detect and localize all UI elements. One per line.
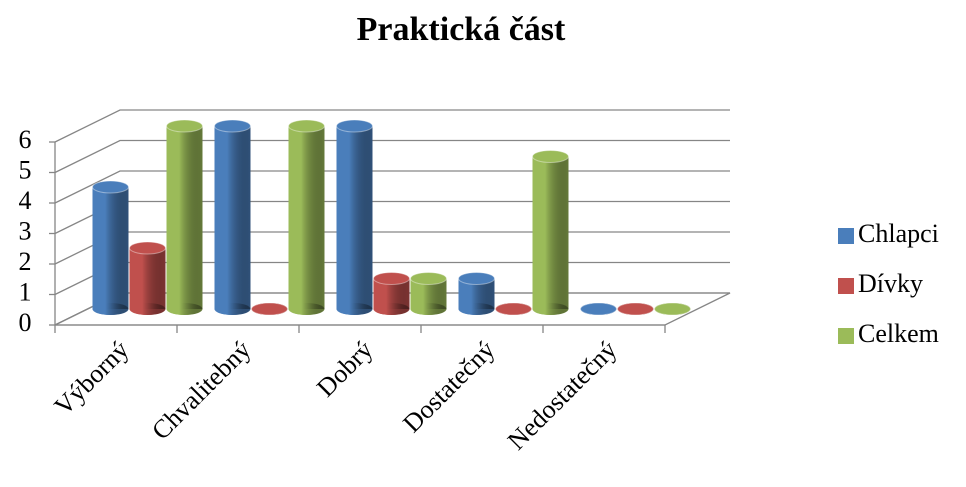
bar (617, 302, 654, 316)
x-tick-label: Výborný (49, 335, 135, 421)
bar (654, 302, 691, 316)
bar-bottom-edge (166, 303, 203, 315)
bar-bottom-edge (458, 303, 495, 315)
bar-top (129, 241, 166, 255)
bar (336, 119, 373, 315)
bar-bottom-edge (410, 303, 447, 315)
grid-line (54, 109, 730, 143)
bar (92, 180, 129, 315)
legend-swatch (838, 228, 854, 244)
bar (532, 150, 569, 315)
x-tick-label: Dobrý (311, 335, 378, 402)
bar-shade (129, 248, 166, 309)
y-tick-label: 4 (19, 186, 32, 215)
bar (214, 119, 251, 315)
bar-top (92, 180, 129, 194)
legend-label: Celkem (858, 319, 939, 348)
legend-swatch (838, 328, 854, 344)
grid-line (54, 200, 730, 235)
bar-shade (532, 156, 569, 309)
bar-bottom-edge (532, 303, 569, 315)
bar (580, 302, 617, 316)
bar-shade (92, 187, 129, 309)
bar-top (410, 272, 447, 285)
legend-label: Dívky (858, 269, 923, 298)
bar-bottom-edge (373, 303, 410, 315)
y-tick-label: 2 (19, 247, 32, 276)
bar-top (373, 272, 410, 285)
bar (166, 119, 203, 315)
y-tick-label: 3 (19, 216, 32, 245)
bar-bottom-edge (214, 303, 251, 315)
bar-top (654, 302, 691, 316)
bar-bottom-edge (288, 303, 325, 315)
grid-line (54, 170, 730, 204)
bar-shade (166, 126, 203, 309)
y-tick-label: 0 (19, 308, 32, 337)
bar-shade (288, 126, 325, 309)
bar-top (617, 302, 654, 316)
chart-title: Praktická část (357, 11, 566, 48)
bar-shade (214, 126, 251, 309)
bar-bottom-edge (336, 303, 373, 315)
bar (373, 272, 410, 315)
bar-top (251, 302, 288, 316)
x-tick-label: Nedostatečný (502, 335, 623, 456)
bar (458, 272, 495, 315)
legend-swatch (838, 278, 854, 294)
legend-label: Chlapci (858, 219, 939, 248)
bar-bottom-edge (129, 303, 166, 315)
bar-top (288, 119, 325, 133)
bar-top (495, 302, 532, 316)
bar-top (580, 302, 617, 316)
bar-top (458, 272, 495, 285)
bar-top (336, 119, 373, 133)
bar-top (214, 119, 251, 133)
bar (251, 302, 288, 316)
y-tick-label: 6 (19, 125, 32, 154)
y-tick-label: 1 (19, 277, 32, 306)
bar-shade (336, 126, 373, 309)
bar-bottom-edge (92, 303, 129, 315)
bar-top (532, 150, 569, 163)
x-tick-label: Dostatečný (397, 335, 500, 438)
grid-line (54, 139, 730, 174)
x-tick-label: Chvalitebný (146, 335, 256, 445)
bar (288, 119, 325, 315)
bar (129, 241, 166, 315)
y-tick-label: 5 (19, 155, 32, 184)
bar (495, 302, 532, 316)
bar-top (166, 119, 203, 133)
bar (410, 272, 447, 315)
